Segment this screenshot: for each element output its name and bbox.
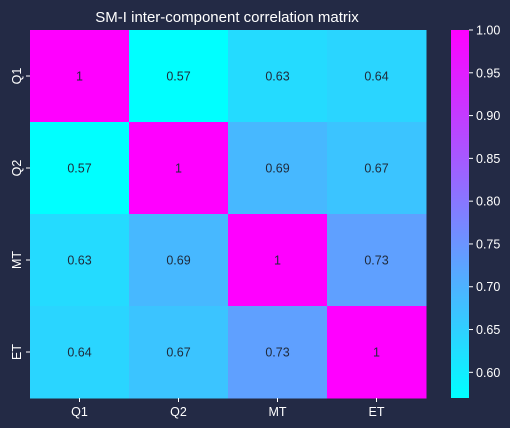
- cell-value-label: 0.64: [67, 346, 91, 360]
- x-tick-label: Q1: [71, 405, 88, 419]
- x-tick-label: Q2: [170, 405, 187, 419]
- cell-value-label: 0.69: [265, 162, 289, 176]
- cell-value-label: 1: [76, 70, 83, 84]
- y-tick-label: ET: [10, 344, 24, 360]
- heatmap-cell: [228, 214, 328, 307]
- y-tick-label: Q1: [10, 68, 24, 85]
- heatmap-cell: [228, 122, 328, 215]
- colorbar-tick-label: 1.00: [476, 24, 500, 38]
- heatmap-cell: [327, 214, 427, 307]
- heatmap-cell: [129, 214, 229, 307]
- cell-value-label: 0.67: [364, 162, 388, 176]
- cell-value-label: 0.64: [364, 70, 388, 84]
- heatmap-cells: 1 0.57 0.63 0.64 0.57 1 0.69 0.67 0.63 0.69 1 0.73 0…: [30, 30, 427, 399]
- cell-value-label: 1: [175, 162, 182, 176]
- colorbar-tick-label: 0.80: [476, 195, 500, 209]
- colorbar: 0.60 0.65 0.70 0.75 0.80 0.85 0.90 0.95 1.00: [451, 24, 500, 398]
- colorbar-tick-label: 0.65: [476, 323, 500, 337]
- x-axis-ticks: Q1 Q2 MT ET: [71, 398, 385, 419]
- heatmap-cell: [30, 214, 130, 307]
- colorbar-gradient: [451, 30, 469, 398]
- colorbar-tick-label: 0.95: [476, 66, 500, 80]
- x-tick-label: MT: [268, 405, 286, 419]
- heatmap-cell: [30, 122, 130, 215]
- cell-value-label: 0.73: [265, 346, 289, 360]
- colorbar-tick-label: 0.75: [476, 237, 500, 251]
- cell-value-label: 0.57: [166, 70, 190, 84]
- heatmap-cell: [327, 30, 427, 123]
- heatmap-cell: [129, 122, 229, 215]
- cell-value-label: 0.67: [166, 346, 190, 360]
- heatmap-cell: [327, 306, 427, 399]
- colorbar-tick-label: 0.90: [476, 109, 500, 123]
- heatmap-cell: [228, 30, 328, 123]
- x-tick-label: ET: [369, 405, 385, 419]
- heatmap-cell: [30, 306, 130, 399]
- cell-value-label: 0.63: [67, 254, 91, 268]
- y-tick-label: Q2: [10, 160, 24, 177]
- cell-value-label: 0.69: [166, 254, 190, 268]
- y-axis-ticks: Q1 Q2 MT ET: [10, 68, 30, 360]
- heatmap-cell: [327, 122, 427, 215]
- colorbar-tick-label: 0.70: [476, 280, 500, 294]
- chart-title: SM-I inter-component correlation matrix: [95, 9, 359, 26]
- cell-value-label: 1: [373, 346, 380, 360]
- heatmap-cell: [228, 306, 328, 399]
- cell-value-label: 0.57: [67, 162, 91, 176]
- colorbar-tick-label: 0.85: [476, 152, 500, 166]
- cell-value-label: 1: [274, 254, 281, 268]
- cell-value-label: 0.73: [364, 254, 388, 268]
- heatmap-cell: [129, 306, 229, 399]
- heatmap-cell: [30, 30, 130, 123]
- cell-value-label: 0.63: [265, 70, 289, 84]
- y-tick-label: MT: [10, 251, 24, 269]
- heatmap-cell: [129, 30, 229, 123]
- colorbar-tick-label: 0.60: [476, 366, 500, 380]
